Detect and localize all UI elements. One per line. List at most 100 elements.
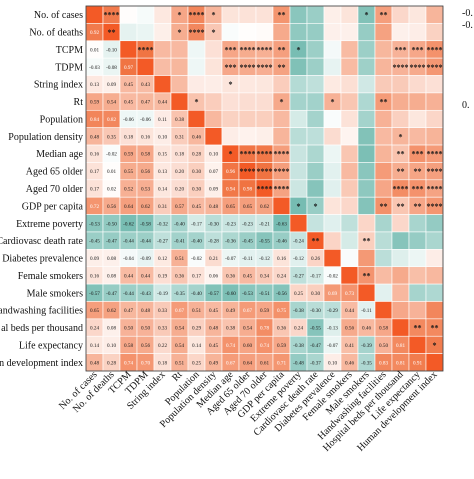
significance-stars: **** xyxy=(410,63,426,72)
cell-value-label: -0.08 xyxy=(106,65,117,71)
heatmap-cell xyxy=(289,214,308,233)
cell-value-label: 0.54 xyxy=(175,343,184,349)
heatmap-cell xyxy=(408,283,427,302)
cell-value-label: -0.41 xyxy=(174,239,185,245)
cell-value-label: 0.59 xyxy=(124,152,133,158)
cell-value-label: 0.26 xyxy=(311,256,320,262)
cell-value-label: 0.51 xyxy=(175,256,184,262)
heatmap-cell xyxy=(340,231,359,250)
cell-value-label: 0.34 xyxy=(260,273,269,279)
cell-value-label: -0.29 xyxy=(327,308,338,314)
heatmap-cell xyxy=(238,5,257,24)
cell-value-label: 0.58 xyxy=(141,152,150,158)
heatmap-cell xyxy=(340,92,359,111)
heatmap-cell xyxy=(136,5,155,24)
cell-value-label: 0.48 xyxy=(209,326,218,332)
heatmap-cell xyxy=(153,75,172,94)
cell-value-label: -0.07 xyxy=(225,256,236,262)
row-label: Life expectancy xyxy=(19,340,83,351)
significance-stars: *** xyxy=(412,185,424,194)
cell-value-label: -0.07 xyxy=(327,343,338,349)
cell-value-label: 0.45 xyxy=(209,343,218,349)
heatmap-cell xyxy=(357,196,376,215)
heatmap-cell xyxy=(187,40,206,59)
significance-stars: ** xyxy=(380,202,388,211)
colorbar: -0.-0. 0. xyxy=(462,8,473,111)
cell-value-label: 0.54 xyxy=(175,326,184,332)
cell-value-label: 0.57 xyxy=(175,204,184,210)
significance-stars: *** xyxy=(412,150,424,159)
cell-value-label: 0.43 xyxy=(141,82,150,88)
heatmap-cell xyxy=(408,92,427,111)
heatmap-cell xyxy=(340,179,359,198)
significance-stars: * xyxy=(178,28,182,37)
cell-value-label: 0.01 xyxy=(90,47,99,53)
cell-value-label: 0.16 xyxy=(277,256,286,262)
significance-stars: ** xyxy=(397,202,405,211)
row-label: No. of deaths xyxy=(29,28,83,39)
cell-value-label: -0.12 xyxy=(293,256,304,262)
cell-value-label: 0.24 xyxy=(294,326,303,332)
heatmap-cells: **** * **** * ** * **0.92 ** * **** *0.01 -0.10 ****… xyxy=(85,5,444,372)
significance-stars: **** xyxy=(189,28,205,37)
significance-stars: ** xyxy=(278,11,286,20)
heatmap-cell xyxy=(323,5,342,24)
heatmap-cell xyxy=(238,127,257,146)
heatmap-cell xyxy=(187,75,206,94)
heatmap-cell xyxy=(357,162,376,181)
heatmap-cell xyxy=(374,109,393,128)
cell-value-label: 0.56 xyxy=(141,169,150,175)
heatmap-cell xyxy=(306,75,325,94)
cell-value-label: -0.30 xyxy=(310,308,321,314)
heatmap-cell xyxy=(408,335,427,354)
heatmap-cell xyxy=(238,23,257,42)
row-label: Population xyxy=(40,114,83,125)
significance-stars: ** xyxy=(363,271,371,280)
heatmap-cell xyxy=(425,5,444,24)
cell-value-label: 0.55 xyxy=(124,169,133,175)
cell-value-label: -0.50 xyxy=(106,221,117,227)
significance-stars: * xyxy=(280,98,284,107)
cell-value-label: -0.03 xyxy=(89,65,100,71)
heatmap-cell xyxy=(323,127,342,146)
significance-stars: * xyxy=(229,80,233,89)
cell-value-label: 0.98 xyxy=(243,187,252,193)
heatmap-cell xyxy=(374,301,393,320)
heatmap-cell xyxy=(306,179,325,198)
cell-value-label: 0.45 xyxy=(192,204,201,210)
heatmap-cell xyxy=(289,92,308,111)
heatmap-cell xyxy=(289,57,308,76)
cell-value-label: 0.10 xyxy=(328,360,337,366)
heatmap-cell xyxy=(408,109,427,128)
cell-value-label: 0.51 xyxy=(192,308,201,314)
cell-value-label: -0.55 xyxy=(259,239,270,245)
heatmap-cell xyxy=(408,266,427,285)
heatmap-cell xyxy=(374,179,393,198)
cell-value-label: 0.81 xyxy=(396,360,405,366)
cell-value-label: 0.91 xyxy=(413,360,422,366)
cell-value-label: 0.10 xyxy=(209,152,218,158)
heatmap-cell xyxy=(255,75,274,94)
heatmap-cell xyxy=(391,301,410,320)
heatmap-cell xyxy=(374,249,393,268)
heatmap-cell xyxy=(221,109,240,128)
cell-value-label: 0.09 xyxy=(107,82,116,88)
heatmap-cell xyxy=(391,23,410,42)
heatmap-cell xyxy=(153,23,172,42)
cell-value-label: 0.10 xyxy=(107,343,116,349)
heatmap-cell xyxy=(170,40,189,59)
cell-value-label: 0.64 xyxy=(243,360,252,366)
cell-value-label: 0.20 xyxy=(175,169,184,175)
cell-value-label: -0.63 xyxy=(276,221,287,227)
significance-stars: ** xyxy=(278,45,286,54)
cell-value-label: 0.28 xyxy=(192,152,201,158)
heatmap-cell xyxy=(289,144,308,163)
heatmap-cell xyxy=(204,75,223,94)
heatmap-cell xyxy=(119,23,138,42)
row-label: Diabetes prevalence xyxy=(2,254,83,265)
heatmap-cell xyxy=(391,249,410,268)
cell-value-label: 0.16 xyxy=(90,152,99,158)
cell-value-label: 0.07 xyxy=(209,169,218,175)
heatmap-cell xyxy=(272,75,291,94)
